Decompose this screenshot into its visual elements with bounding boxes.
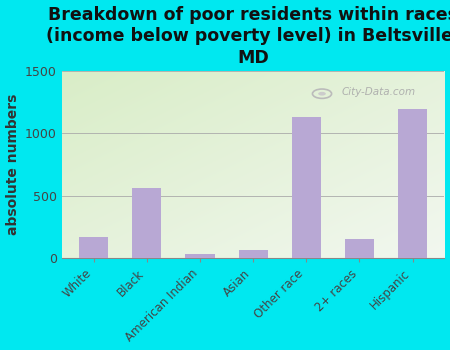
Y-axis label: absolute numbers: absolute numbers (5, 94, 19, 235)
Title: Breakdown of poor residents within races
(income below poverty level) in Beltsvi: Breakdown of poor residents within races… (46, 6, 450, 66)
Text: City-Data.com: City-Data.com (341, 87, 415, 97)
Bar (292, 117, 321, 258)
Bar (185, 254, 215, 258)
Bar (345, 239, 374, 258)
Bar (398, 109, 427, 258)
Bar (79, 237, 108, 258)
Bar (238, 250, 268, 258)
Circle shape (318, 92, 326, 96)
Bar (132, 188, 162, 258)
